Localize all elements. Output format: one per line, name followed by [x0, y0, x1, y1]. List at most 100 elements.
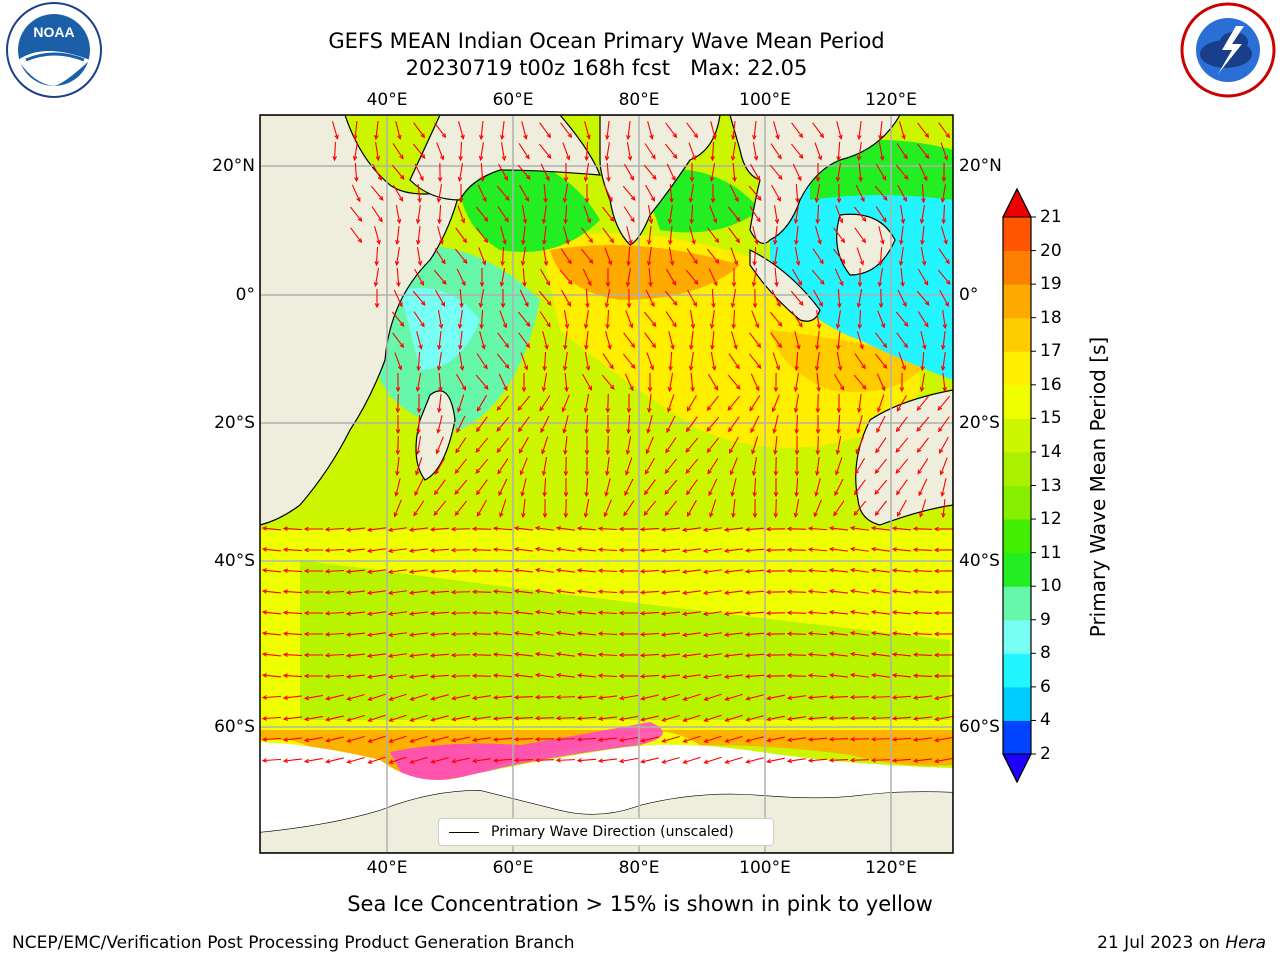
direction-arrow	[749, 206, 761, 222]
direction-arrow	[921, 183, 925, 203]
direction-arrow	[683, 548, 701, 552]
direction-arrow	[395, 478, 401, 496]
direction-arrow-head	[583, 176, 589, 183]
direction-arrow	[392, 184, 404, 202]
direction-arrow-head	[387, 611, 394, 617]
direction-arrow	[430, 674, 450, 678]
direction-arrow-head	[377, 175, 382, 181]
direction-arrow	[556, 717, 576, 719]
direction-arrow	[771, 184, 781, 202]
lat-tick-left: 40°S	[214, 551, 255, 571]
colorbar	[1002, 187, 1036, 784]
direction-arrow-head	[838, 218, 844, 224]
direction-arrow	[665, 437, 677, 453]
direction-arrow	[662, 714, 680, 722]
direction-arrow-head	[870, 651, 877, 657]
direction-arrow	[752, 268, 758, 286]
direction-arrow	[774, 435, 778, 455]
direction-arrow	[921, 205, 925, 223]
direction-arrow	[816, 372, 820, 392]
direction-arrow	[497, 332, 509, 348]
direction-arrow-head	[898, 239, 904, 246]
direction-arrow	[601, 206, 615, 222]
direction-arrow-head	[525, 321, 531, 327]
direction-arrow	[836, 352, 842, 370]
direction-arrow	[788, 695, 806, 699]
direction-arrow-head	[793, 407, 799, 414]
direction-arrow-head	[429, 569, 435, 574]
direction-arrow-head	[439, 155, 445, 161]
direction-arrow-head	[795, 198, 800, 204]
direction-arrow-head	[261, 610, 267, 615]
direction-arrow	[874, 479, 888, 495]
lon-tick-bottom: 40°E	[366, 858, 408, 878]
direction-arrow	[438, 330, 442, 350]
direction-arrow-head	[703, 696, 709, 701]
direction-arrow	[661, 674, 681, 678]
direction-arrow	[790, 290, 804, 306]
direction-arrow-head	[688, 365, 694, 372]
direction-arrow	[626, 268, 632, 286]
direction-arrow	[262, 632, 282, 636]
direction-arrow	[711, 310, 715, 328]
direction-arrow-head	[849, 757, 855, 763]
direction-arrow-head	[457, 407, 462, 413]
direction-arrow-head	[639, 674, 645, 679]
direction-arrow	[897, 184, 907, 202]
direction-arrow-head	[943, 239, 948, 245]
direction-arrow-head	[394, 491, 399, 497]
direction-arrow	[354, 142, 358, 160]
direction-arrow	[830, 611, 848, 615]
direction-arrow-head	[378, 195, 384, 201]
direction-arrow	[346, 548, 366, 552]
direction-arrow	[493, 758, 513, 762]
direction-arrow	[687, 289, 697, 307]
direction-arrow	[640, 569, 660, 573]
direction-arrow-head	[891, 737, 897, 742]
direction-arrow	[536, 527, 554, 531]
direction-arrow	[438, 372, 442, 392]
direction-arrow	[414, 478, 424, 496]
direction-arrow	[606, 142, 610, 160]
direction-arrow	[725, 756, 743, 764]
direction-arrow	[683, 569, 701, 573]
direction-arrow	[940, 226, 948, 244]
direction-arrow-head	[409, 696, 415, 701]
direction-arrow	[456, 415, 466, 433]
direction-arrow	[564, 352, 568, 370]
direction-arrow	[498, 478, 508, 496]
direction-arrow	[661, 611, 681, 615]
direction-arrow-head	[482, 197, 487, 203]
direction-arrow-head	[756, 195, 762, 201]
direction-arrow	[598, 653, 618, 657]
direction-arrow	[664, 458, 678, 474]
direction-arrow-head	[584, 198, 590, 204]
direction-arrow-head	[745, 696, 751, 701]
direction-arrow-head	[685, 427, 691, 433]
direction-arrow	[661, 569, 681, 573]
direction-arrow	[704, 527, 722, 531]
direction-arrow	[409, 632, 429, 636]
direction-arrow	[707, 458, 719, 474]
direction-arrow-head	[479, 324, 484, 330]
direction-arrow-head	[555, 609, 562, 615]
direction-arrow-head	[797, 176, 802, 182]
direction-arrow-head	[828, 631, 835, 636]
direction-arrow	[874, 185, 888, 201]
direction-arrow	[816, 204, 820, 224]
direction-arrow	[396, 225, 400, 245]
direction-arrow-head	[517, 405, 523, 411]
direction-arrow	[787, 549, 807, 551]
direction-arrow	[517, 164, 531, 180]
direction-arrow-head	[648, 282, 653, 288]
direction-arrow-head	[916, 448, 922, 454]
direction-arrow-head	[356, 197, 361, 203]
direction-arrow	[704, 653, 722, 657]
colorbar-tick-label: 11	[1040, 542, 1062, 563]
direction-arrow-head	[282, 547, 288, 552]
direction-arrow-head	[899, 387, 905, 393]
direction-arrow	[577, 590, 597, 594]
direction-arrow-head	[734, 197, 739, 203]
direction-arrow-head	[933, 695, 940, 701]
direction-arrow	[472, 591, 492, 593]
